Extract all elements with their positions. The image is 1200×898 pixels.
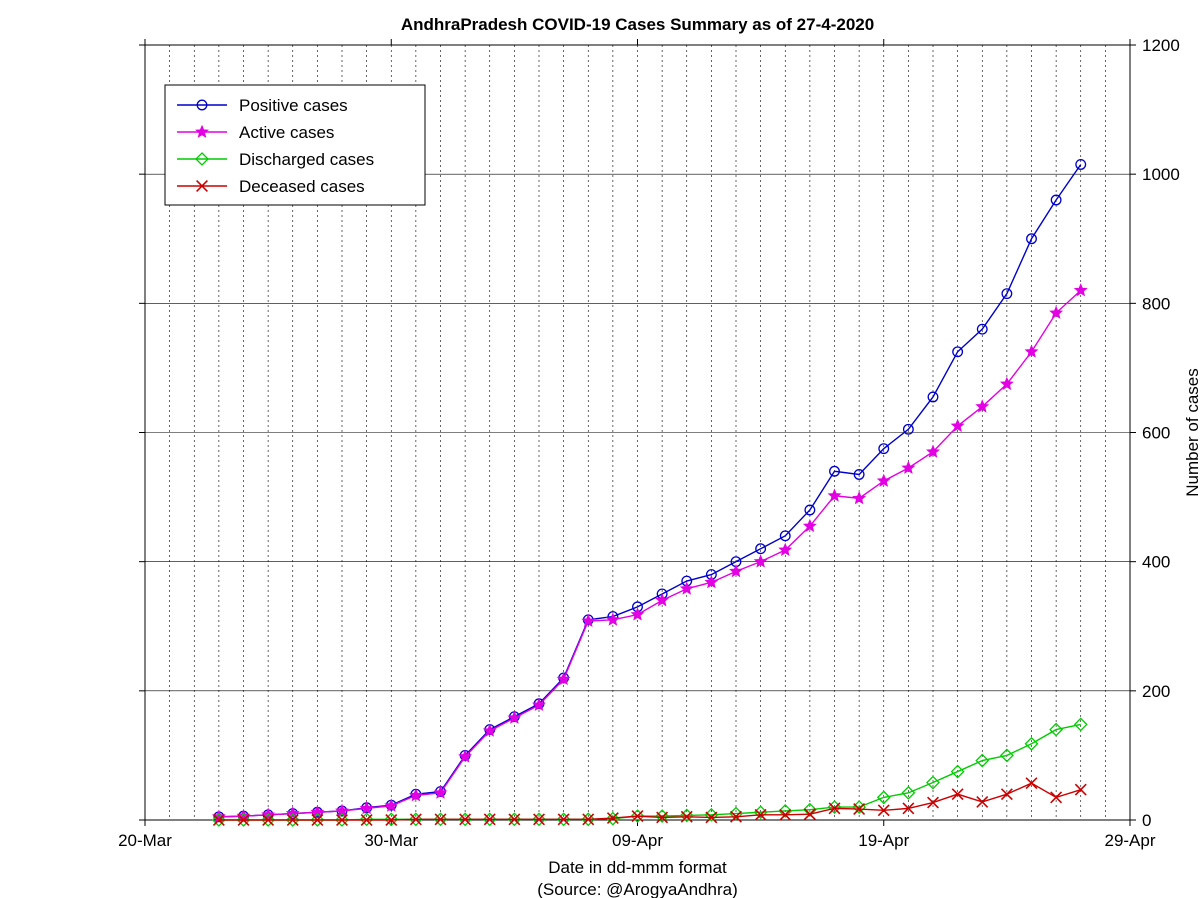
legend-label: Deceased cases bbox=[239, 177, 365, 196]
chart-svg: 20-Mar 30-Mar 09-Apr 19-Apr 29-Apr0 200 400 600… bbox=[0, 0, 1200, 898]
y-tick-label: 1000 bbox=[1142, 165, 1180, 184]
x-axis-label: Date in dd-mmm format bbox=[548, 858, 727, 877]
y-tick-label: 800 bbox=[1142, 294, 1170, 313]
x-tick-label: 30-Mar bbox=[364, 831, 418, 850]
x-tick-label: 09-Apr bbox=[612, 831, 663, 850]
legend-label: Discharged cases bbox=[239, 150, 374, 169]
legend-label: Positive cases bbox=[239, 96, 348, 115]
y-tick-label: 200 bbox=[1142, 682, 1170, 701]
x-axis-label-source: (Source: @ArogyaAndhra) bbox=[537, 880, 738, 898]
chart-container: 20-Mar 30-Mar 09-Apr 19-Apr 29-Apr0 200 400 600… bbox=[0, 0, 1200, 898]
x-tick-label: 29-Apr bbox=[1104, 831, 1155, 850]
chart-title: AndhraPradesh COVID-19 Cases Summary as … bbox=[401, 15, 874, 34]
x-tick-label: 19-Apr bbox=[858, 831, 909, 850]
y-tick-label: 1200 bbox=[1142, 36, 1180, 55]
y-tick-label: 600 bbox=[1142, 424, 1170, 443]
y-tick-label: 0 bbox=[1142, 811, 1151, 830]
y-axis-label: Number of cases bbox=[1183, 368, 1200, 497]
x-tick-label: 20-Mar bbox=[118, 831, 172, 850]
y-tick-label: 400 bbox=[1142, 553, 1170, 572]
legend-label: Active cases bbox=[239, 123, 334, 142]
